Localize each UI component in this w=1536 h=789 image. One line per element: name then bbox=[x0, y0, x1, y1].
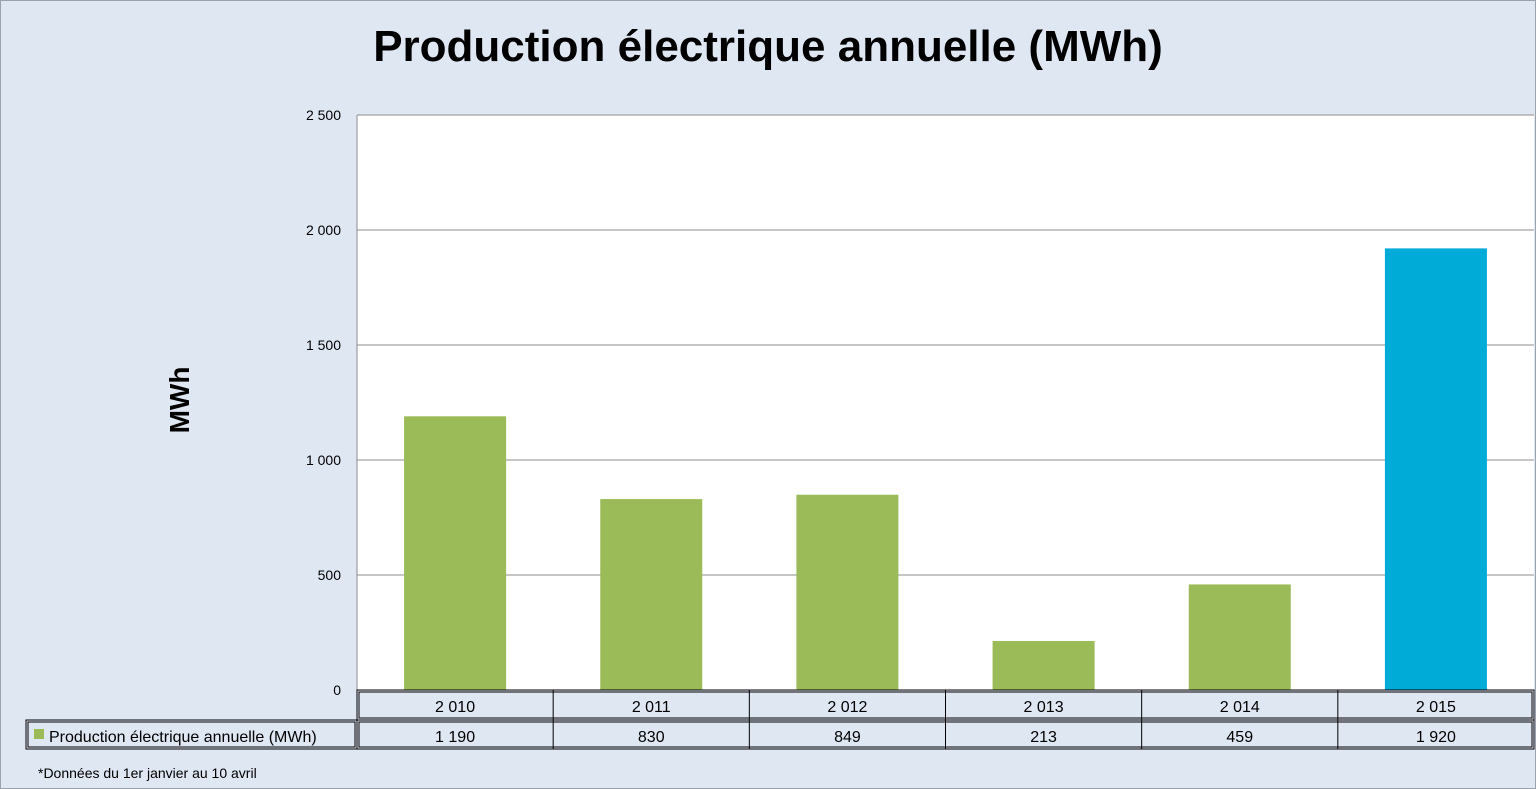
y-tick-label: 1 000 bbox=[306, 452, 341, 468]
bar-2010 bbox=[404, 416, 507, 690]
y-tick-label: 500 bbox=[318, 567, 342, 583]
data-label: 830 bbox=[638, 729, 665, 746]
y-tick-label: 1 500 bbox=[306, 337, 341, 353]
data-label: 849 bbox=[834, 729, 861, 746]
bar-2012 bbox=[796, 494, 899, 690]
data-table: 2 010 1 190 2 011 830 2 012 849 2 013 213 2 014 4… bbox=[25, 689, 1535, 750]
y-tick-label: 2 500 bbox=[306, 107, 341, 123]
legend-cell-border-inner bbox=[27, 721, 356, 748]
data-label: 213 bbox=[1030, 729, 1057, 746]
legend-cell-border bbox=[25, 719, 358, 750]
data-label: 1 920 bbox=[1416, 729, 1456, 746]
data-label: 1 190 bbox=[435, 729, 475, 746]
bar-2011 bbox=[600, 499, 703, 690]
x-tick-label: 2 012 bbox=[827, 699, 867, 716]
bar-2013 bbox=[992, 641, 1095, 690]
y-tick-label: 2 000 bbox=[306, 222, 341, 238]
footnote: *Données du 1er janvier au 10 avril bbox=[38, 765, 257, 781]
x-tick-label: 2 015 bbox=[1416, 699, 1456, 716]
plot-area bbox=[357, 115, 1534, 690]
x-tick-label: 2 014 bbox=[1220, 699, 1260, 716]
data-label: 459 bbox=[1226, 729, 1253, 746]
x-tick-label: 2 013 bbox=[1024, 699, 1064, 716]
legend-label: Production électrique annuelle (MWh) bbox=[49, 729, 317, 746]
bar-2015 bbox=[1384, 248, 1487, 690]
y-tick-label: 0 bbox=[333, 682, 341, 698]
bar-2014 bbox=[1188, 584, 1291, 690]
x-tick-label: 2 010 bbox=[435, 699, 475, 716]
chart-title: Production électrique annuelle (MWh) bbox=[373, 22, 1163, 71]
x-tick-label: 2 011 bbox=[632, 699, 671, 716]
legend-swatch bbox=[34, 729, 44, 739]
